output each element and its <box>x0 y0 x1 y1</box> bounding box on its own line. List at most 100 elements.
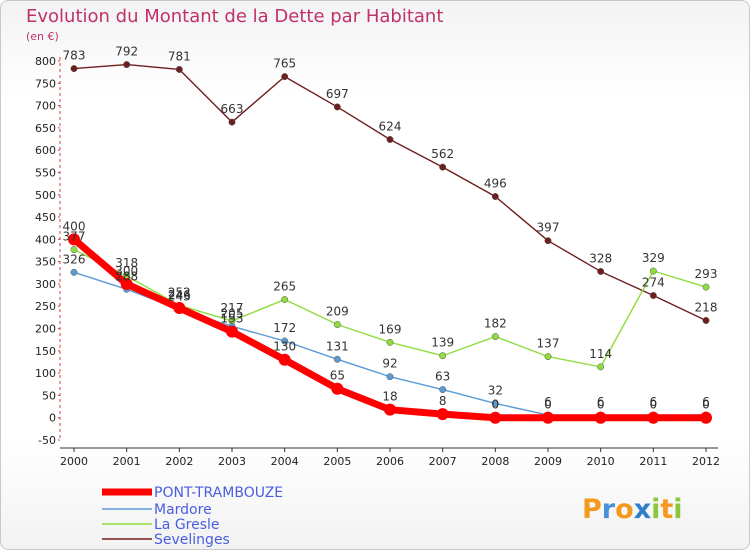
data-point <box>491 193 499 200</box>
y-tick-label: 400 <box>35 233 56 246</box>
series-line <box>73 63 707 322</box>
data-label: 92 <box>382 357 397 371</box>
data-label: 193 <box>221 312 244 326</box>
y-tick-label: 750 <box>35 77 56 90</box>
x-tick-label: 2011 <box>639 455 667 468</box>
data-point <box>436 408 449 421</box>
data-label: 300 <box>115 264 138 278</box>
data-point <box>386 136 394 143</box>
data-label: 624 <box>379 119 402 133</box>
data-label: 182 <box>484 317 507 331</box>
data-label: 328 <box>589 251 612 265</box>
data-point <box>647 411 660 424</box>
data-point <box>278 353 291 366</box>
data-point <box>439 386 447 394</box>
series-lines <box>68 61 712 424</box>
data-label: 663 <box>221 102 244 116</box>
data-label: 792 <box>115 45 138 59</box>
data-point <box>333 355 341 363</box>
data-point <box>702 283 710 291</box>
data-point <box>123 61 131 69</box>
x-tick-label: 2007 <box>429 455 457 468</box>
y-tick-label: 800 <box>35 55 56 68</box>
data-point <box>489 411 502 424</box>
data-point <box>281 73 289 81</box>
data-label: 318 <box>115 256 138 270</box>
data-label: 0 <box>544 398 552 412</box>
x-tick-label: 2008 <box>481 455 509 468</box>
data-point <box>491 333 499 341</box>
data-label: 63 <box>435 370 450 384</box>
data-label: 0 <box>492 398 500 412</box>
x-tick-label: 2012 <box>692 455 720 468</box>
data-label: 377 <box>63 230 86 244</box>
data-label: 6 <box>650 395 658 409</box>
x-tick-label: 2000 <box>60 455 88 468</box>
data-point <box>649 292 657 299</box>
axes: -500501001502002503003504004505005506006… <box>35 55 720 468</box>
data-point <box>173 302 186 315</box>
data-point <box>68 233 80 246</box>
data-point <box>120 277 133 290</box>
x-tick-label: 2003 <box>218 455 246 468</box>
data-label: 137 <box>537 337 560 351</box>
y-tick-label: 150 <box>35 345 56 358</box>
data-label: 0 <box>702 398 710 412</box>
y-tick-label: -50 <box>38 434 56 447</box>
y-tick-label: 250 <box>35 300 56 313</box>
data-label: 243 <box>168 289 191 303</box>
data-label: 130 <box>273 340 296 354</box>
data-label: 6 <box>544 395 552 409</box>
legend-label: La Gresle <box>154 517 220 533</box>
data-label: 172 <box>273 321 296 335</box>
data-point <box>333 321 341 328</box>
x-tick-label: 2001 <box>113 455 141 468</box>
data-point <box>594 411 607 424</box>
data-point <box>175 66 183 73</box>
data-point <box>439 352 447 360</box>
data-point <box>331 382 344 395</box>
data-label: 0 <box>597 398 605 412</box>
data-label: 6 <box>597 395 605 409</box>
data-label: 397 <box>537 221 560 235</box>
data-point <box>70 246 78 254</box>
y-tick-label: 200 <box>35 323 56 336</box>
legend-label: PONT-TRAMBOUZE <box>154 485 283 501</box>
y-tick-label: 0 <box>49 412 56 425</box>
y-tick-label: 300 <box>35 278 56 291</box>
data-label: 209 <box>326 305 349 319</box>
y-tick-label: 550 <box>35 166 56 179</box>
x-tick-label: 2006 <box>376 455 404 468</box>
y-tick-label: 500 <box>35 189 56 202</box>
data-point <box>491 399 499 407</box>
data-label: 0 <box>650 398 658 412</box>
data-label: 329 <box>642 251 665 265</box>
data-label: 274 <box>642 276 665 290</box>
y-tick-label: 600 <box>35 144 56 157</box>
data-label: 32 <box>488 383 503 397</box>
data-label: 562 <box>431 147 454 161</box>
data-label: 246 <box>168 288 191 302</box>
data-point <box>542 411 554 424</box>
data-point <box>384 403 396 416</box>
data-point <box>70 65 78 73</box>
data-point <box>544 353 552 361</box>
legend-label: Mardore <box>154 502 212 518</box>
data-point <box>281 337 289 345</box>
data-label: 65 <box>330 369 345 383</box>
data-point <box>333 103 341 111</box>
x-tick-label: 2010 <box>587 455 615 468</box>
data-label: 781 <box>168 49 191 63</box>
y-tick-label: 650 <box>35 122 56 135</box>
data-point <box>649 267 657 275</box>
chart-subtitle: (en €) <box>26 30 59 43</box>
y-tick-label: 450 <box>35 211 56 224</box>
data-label: 205 <box>221 306 244 320</box>
y-tick-label: 700 <box>35 100 56 113</box>
data-label: 265 <box>273 280 296 294</box>
data-point <box>702 317 710 324</box>
data-point <box>386 373 394 381</box>
data-label: 169 <box>379 322 402 336</box>
